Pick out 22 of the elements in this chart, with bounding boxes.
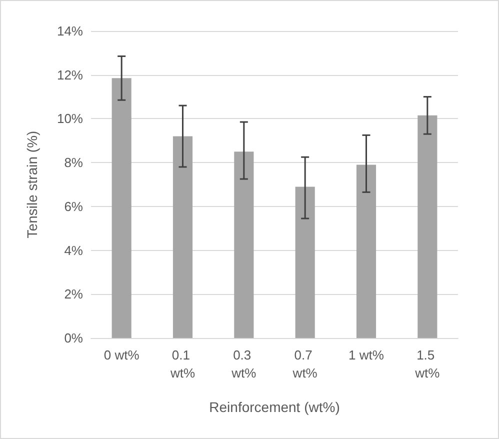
bar xyxy=(112,78,132,338)
x-tick-label: 1 wt% xyxy=(348,348,384,362)
x-tick-label: 0 wt% xyxy=(104,348,140,362)
bar xyxy=(234,152,254,338)
bar xyxy=(418,115,438,338)
x-axis-title: Reinforcement (wt%) xyxy=(209,399,340,415)
y-tick-label: 14% xyxy=(56,24,84,38)
y-tick-label: 4% xyxy=(64,242,84,258)
y-tick-label: 12% xyxy=(56,67,84,82)
x-tick-label: 0.7 wt% xyxy=(292,348,318,380)
y-tick-label: 10% xyxy=(56,111,84,126)
x-tick-label: 0.1 wt% xyxy=(169,348,196,380)
bar xyxy=(295,186,315,338)
x-tick-label: 0.3 wt% xyxy=(230,348,257,380)
y-tick-label: 8% xyxy=(64,155,84,170)
y-tick-label: 2% xyxy=(64,286,84,302)
y-tick-label: 0% xyxy=(64,330,84,346)
y-axis-title: Tensile strain (%) xyxy=(24,130,40,238)
x-tick-label: 1.5 wt% xyxy=(414,348,440,380)
bar xyxy=(356,164,376,338)
y-tick-label: 6% xyxy=(64,198,84,214)
bar xyxy=(172,136,193,338)
